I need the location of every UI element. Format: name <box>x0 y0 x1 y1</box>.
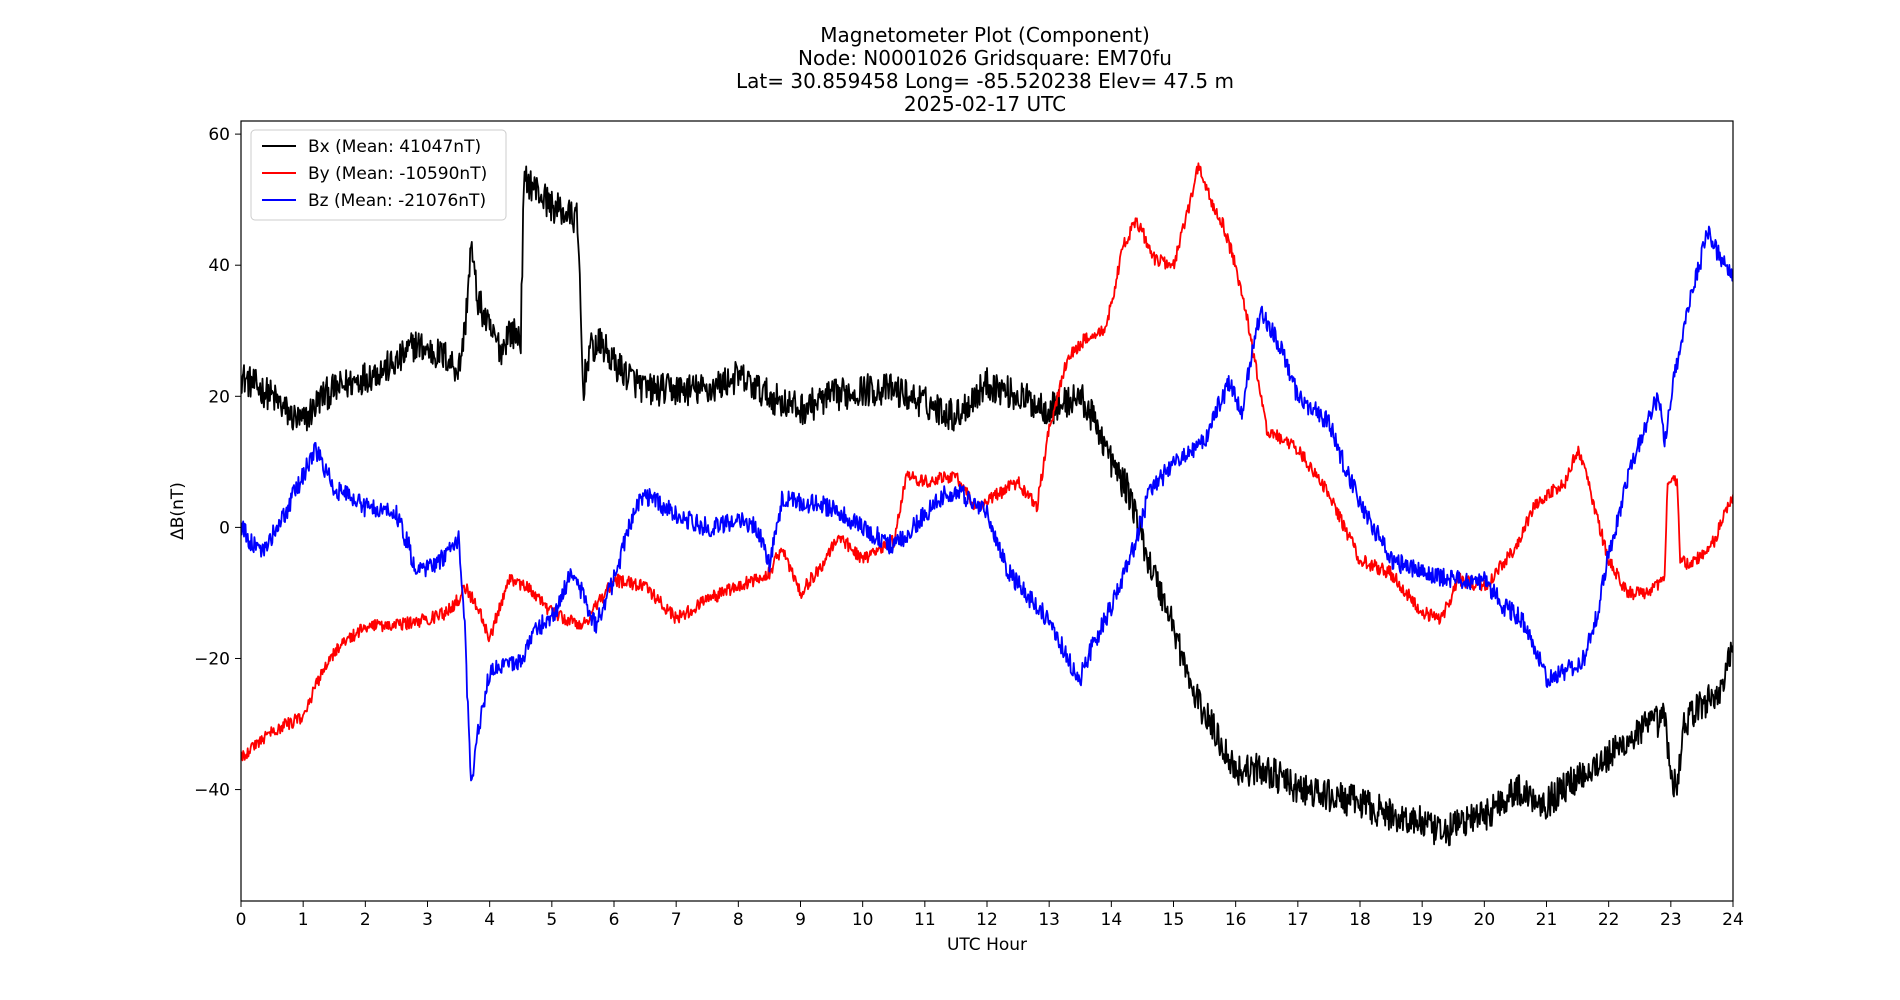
y-tick-label: 20 <box>208 387 230 407</box>
x-tick-label: 20 <box>1474 910 1496 930</box>
x-tick-label: 12 <box>976 910 998 930</box>
legend-box <box>250 129 507 221</box>
x-tick-label: 1 <box>298 910 309 930</box>
y-tick-label: −20 <box>194 649 230 669</box>
x-tick-label: 16 <box>1225 910 1247 930</box>
x-tick-label: 4 <box>484 910 495 930</box>
x-tick-label: 11 <box>914 910 936 930</box>
x-tick-label: 5 <box>546 910 557 930</box>
legend-label-bx: Bx (Mean: 41047nT) <box>308 137 481 157</box>
y-tick-label: −40 <box>194 781 230 801</box>
legend-label-bz: Bz (Mean: -21076nT) <box>308 191 486 211</box>
x-tick-label: 7 <box>671 910 682 930</box>
x-tick-label: 3 <box>422 910 433 930</box>
x-axis-ticks: 0 1 2 3 4 5 6 7 8 9 10 11 12 13 14 15 16 17 18 19 20 21 22 23 24 <box>236 901 1744 930</box>
x-tick-label: 24 <box>1722 910 1744 930</box>
x-tick-label: 2 <box>360 910 371 930</box>
x-tick-label: 21 <box>1536 910 1558 930</box>
title-line-3: Lat= 30.859458 Long= -85.520238 Elev= 47… <box>736 69 1234 93</box>
x-tick-label: 8 <box>733 910 744 930</box>
y-axis-ticks: 60 40 20 0 −20 −40 <box>194 125 241 801</box>
series-line-bz <box>241 225 1733 782</box>
x-tick-label: 19 <box>1411 910 1433 930</box>
series-line-bx <box>241 165 1733 847</box>
y-tick-label: 0 <box>219 518 230 538</box>
x-tick-label: 18 <box>1349 910 1371 930</box>
x-tick-label: 14 <box>1101 910 1123 930</box>
legend: Bx (Mean: 41047nT) By (Mean: -10590nT) B… <box>250 129 507 221</box>
x-tick-label: 10 <box>852 910 874 930</box>
title-line-4: 2025-02-17 UTC <box>904 92 1066 116</box>
title-line-2: Node: N0001026 Gridsquare: EM70fu <box>798 46 1172 70</box>
y-tick-label: 40 <box>208 256 230 276</box>
x-tick-label: 6 <box>609 910 620 930</box>
chart-title: Magnetometer Plot (Component) Node: N000… <box>736 23 1234 116</box>
x-axis-label: UTC Hour <box>947 935 1027 955</box>
x-tick-label: 22 <box>1598 910 1620 930</box>
title-line-1: Magnetometer Plot (Component) <box>820 23 1150 47</box>
x-tick-label: 17 <box>1287 910 1309 930</box>
x-tick-label: 23 <box>1660 910 1682 930</box>
data-series <box>241 162 1733 847</box>
x-tick-label: 15 <box>1163 910 1185 930</box>
x-tick-label: 13 <box>1038 910 1060 930</box>
x-tick-label: 0 <box>236 910 247 930</box>
y-axis-label: ΔB(nT) <box>168 482 188 540</box>
series-line-by <box>241 162 1733 762</box>
y-tick-label: 60 <box>208 125 230 145</box>
x-tick-label: 9 <box>795 910 806 930</box>
legend-label-by: By (Mean: -10590nT) <box>308 164 487 184</box>
